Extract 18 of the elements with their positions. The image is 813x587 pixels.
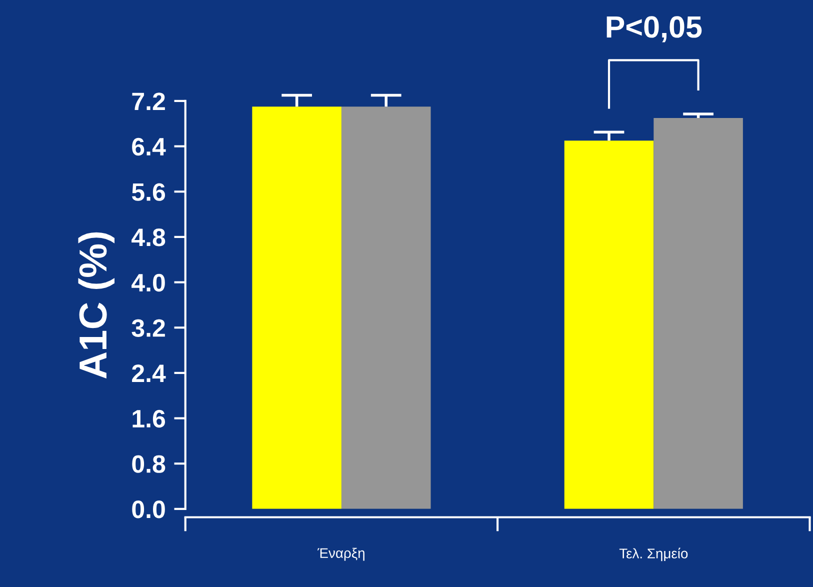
y-axis-title: A1C (%) bbox=[78, 232, 115, 379]
y-tick-label: 4.0 bbox=[132, 274, 165, 292]
bar bbox=[252, 106, 342, 509]
y-tick-label: 7.2 bbox=[132, 92, 165, 110]
y-tick-label: 0.0 bbox=[132, 500, 165, 518]
x-tick-label: Έναρξη bbox=[318, 548, 364, 561]
x-tick-label: Τελ. Σημείο bbox=[619, 548, 688, 562]
y-tick-label: 5.6 bbox=[132, 183, 166, 201]
y-tick-label: 3.2 bbox=[132, 319, 165, 337]
bar bbox=[564, 140, 654, 509]
text: P<0,05 bbox=[606, 16, 702, 42]
bar bbox=[654, 118, 743, 509]
y-tick-label: 0.8 bbox=[132, 455, 166, 473]
y-tick-label: 1.6 bbox=[132, 410, 166, 428]
y-tick-label: 4.8 bbox=[132, 228, 166, 246]
bar bbox=[341, 106, 431, 509]
y-tick-label: 2.4 bbox=[132, 364, 166, 382]
y-tick-label: 6.4 bbox=[132, 138, 166, 156]
